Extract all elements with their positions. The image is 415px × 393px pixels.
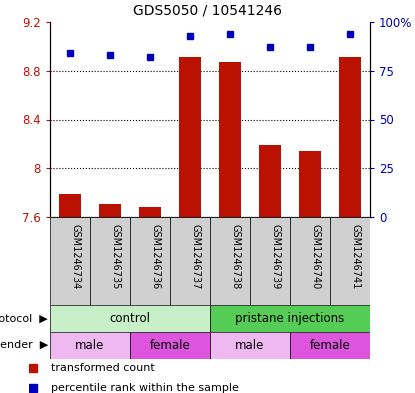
Text: GSM1246736: GSM1246736 <box>150 224 160 289</box>
Bar <box>50 332 130 359</box>
Bar <box>259 145 281 217</box>
Bar <box>290 332 370 359</box>
Bar <box>139 207 161 217</box>
Text: GSM1246740: GSM1246740 <box>310 224 320 289</box>
Bar <box>250 217 290 305</box>
Bar <box>330 217 370 305</box>
Text: pristane injections: pristane injections <box>235 312 344 325</box>
Bar <box>339 57 361 217</box>
Text: protocol  ▶: protocol ▶ <box>0 314 48 323</box>
Bar <box>170 217 210 305</box>
Text: control: control <box>110 312 151 325</box>
Text: GSM1246737: GSM1246737 <box>190 224 200 289</box>
Bar <box>59 194 81 217</box>
Bar <box>50 305 210 332</box>
Text: transformed count: transformed count <box>51 363 155 373</box>
Text: female: female <box>150 339 190 352</box>
Bar <box>130 332 210 359</box>
Text: male: male <box>75 339 105 352</box>
Bar <box>50 217 90 305</box>
Bar <box>219 62 241 217</box>
Text: gender  ▶: gender ▶ <box>0 340 48 351</box>
Bar <box>130 217 170 305</box>
Text: GSM1246735: GSM1246735 <box>110 224 120 289</box>
Bar <box>210 217 250 305</box>
Text: male: male <box>235 339 265 352</box>
Text: percentile rank within the sample: percentile rank within the sample <box>51 383 239 393</box>
Bar <box>290 217 330 305</box>
Bar <box>210 305 370 332</box>
Bar <box>210 332 290 359</box>
Bar <box>299 151 321 217</box>
Text: GDS5050 / 10541246: GDS5050 / 10541246 <box>133 4 282 18</box>
Text: GSM1246734: GSM1246734 <box>70 224 80 289</box>
Text: GSM1246738: GSM1246738 <box>230 224 240 289</box>
Bar <box>90 217 130 305</box>
Bar <box>179 57 201 217</box>
Bar <box>99 204 121 217</box>
Text: GSM1246741: GSM1246741 <box>350 224 360 289</box>
Text: GSM1246739: GSM1246739 <box>270 224 280 289</box>
Text: female: female <box>310 339 350 352</box>
